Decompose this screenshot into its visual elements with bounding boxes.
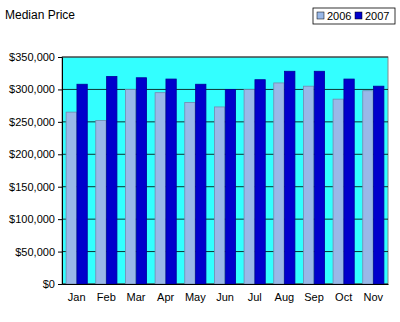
tick-label: $0 <box>43 278 55 290</box>
tick-label: $200,000 <box>9 148 55 160</box>
axis-line <box>63 284 389 285</box>
tick-label: $300,000 <box>9 83 55 95</box>
tick-label: Feb <box>97 291 116 303</box>
tick-label: $100,000 <box>9 213 55 225</box>
legend-label: 2007 <box>365 10 389 22</box>
y-axis: $0 $50,000 $100,000 $150,000 $200,000 $250,00… <box>9 51 62 290</box>
tick-mark <box>58 252 62 253</box>
tick-mark <box>58 154 62 155</box>
legend-box <box>313 8 395 24</box>
legend-swatch <box>355 12 362 19</box>
tick-label: Mar <box>127 291 146 303</box>
tick: Nov <box>364 284 384 303</box>
tick-label: May <box>185 291 206 303</box>
bar <box>155 93 165 284</box>
series <box>77 71 384 284</box>
tick-label: Apr <box>157 291 174 303</box>
bar <box>185 102 195 284</box>
bar <box>136 78 146 284</box>
tick: $250,000 <box>9 116 62 128</box>
bar <box>196 84 206 284</box>
tick: $100,000 <box>9 213 62 225</box>
tick-mark <box>58 57 62 58</box>
tick-label: $250,000 <box>9 116 55 128</box>
tick: Jan <box>68 284 86 303</box>
tick-label: Nov <box>364 291 384 303</box>
bar <box>333 99 343 284</box>
bar <box>244 89 254 284</box>
tick-mark <box>58 284 62 285</box>
bar <box>225 89 235 284</box>
legend-label: 2006 <box>327 10 351 22</box>
tick-mark <box>58 219 62 220</box>
bar <box>107 76 117 284</box>
bar <box>125 89 135 284</box>
tick-mark <box>58 122 62 123</box>
legend-item: 2007 <box>355 10 389 22</box>
bar <box>344 79 354 284</box>
tick: Aug <box>275 284 295 303</box>
axis-line <box>58 58 63 285</box>
tick: $50,000 <box>15 246 62 258</box>
tick: Jul <box>248 284 262 303</box>
tick: Mar <box>127 284 146 303</box>
bar <box>255 80 265 284</box>
tick: $150,000 <box>9 181 62 193</box>
bar <box>66 112 76 284</box>
tick: $200,000 <box>9 148 62 160</box>
tick: $350,000 <box>9 51 62 63</box>
tick: Apr <box>157 284 174 303</box>
tick: May <box>185 284 206 303</box>
tick: Oct <box>335 284 352 303</box>
bar <box>285 71 295 284</box>
bar <box>166 79 176 284</box>
bar <box>274 83 284 284</box>
legend: 2006 2007 <box>313 8 395 24</box>
tick-mark <box>58 89 62 90</box>
title: Median Price <box>5 8 75 22</box>
tick-label: Sep <box>304 291 324 303</box>
tick-label: $150,000 <box>9 181 55 193</box>
tick: $300,000 <box>9 83 62 95</box>
grid-line <box>62 57 388 58</box>
tick-label: Jul <box>248 291 262 303</box>
tick-label: Jun <box>216 291 234 303</box>
tick-label: $350,000 <box>9 51 55 63</box>
bar <box>314 71 324 284</box>
tick: Sep <box>304 284 324 303</box>
bars <box>66 71 384 284</box>
bar <box>96 121 106 284</box>
plot-background <box>62 57 388 284</box>
plot: $0 $50,000 $100,000 $150,000 $200,000 $250,00… <box>9 51 388 303</box>
bar <box>303 86 313 284</box>
bar <box>374 86 384 284</box>
tick-label: Oct <box>335 291 352 303</box>
tick: $0 <box>43 278 62 290</box>
tick: Jun <box>216 284 234 303</box>
tick-mark <box>58 187 62 188</box>
bar <box>363 91 373 284</box>
x-axis: Jan Feb Mar Apr May Jun Jul Aug Sep Oct Nov <box>63 284 389 303</box>
grid <box>62 57 388 284</box>
tick-label: $50,000 <box>15 246 55 258</box>
legend-item: 2006 <box>317 10 351 22</box>
tick-label: Jan <box>68 291 86 303</box>
bar <box>214 107 224 284</box>
chart: Median Price $0 $50,000 $100,000 $150,000 $20… <box>0 0 400 322</box>
bar <box>77 84 87 284</box>
tick: Feb <box>97 284 116 303</box>
tick-label: Aug <box>275 291 295 303</box>
legend-swatch <box>317 12 324 19</box>
